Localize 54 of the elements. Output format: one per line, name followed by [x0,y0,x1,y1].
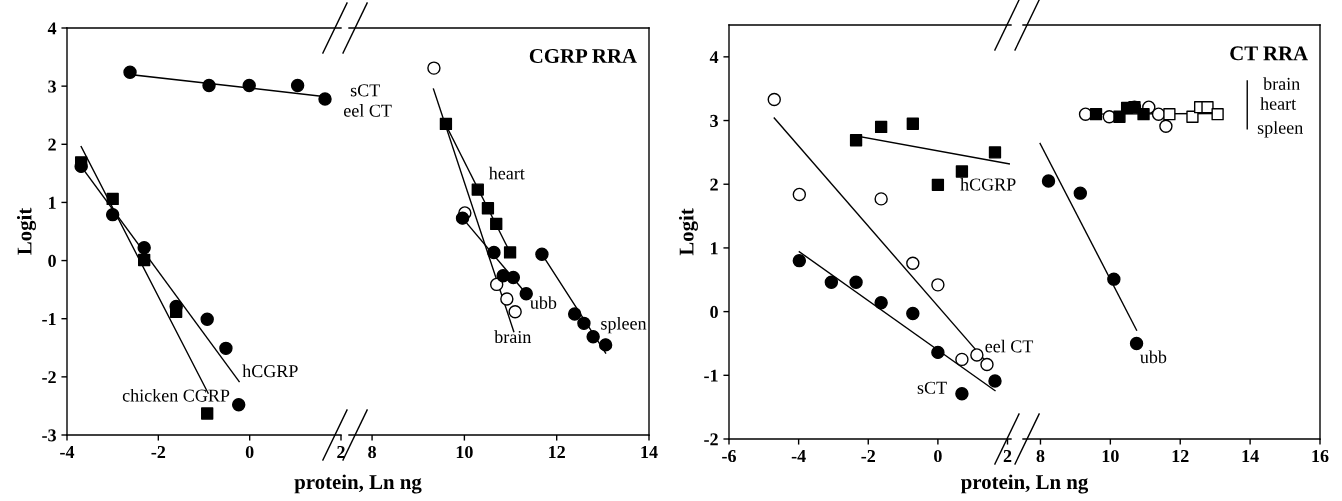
x-tick-label: 2 [337,445,345,458]
annotation: eel CT [343,104,392,117]
annotation: eel CT [985,339,1034,353]
annotation: spleen [601,316,647,334]
y-tick-label: 2 [48,138,56,151]
annotation: hCGRP [242,364,298,378]
x-tick-label: 10 [456,445,473,459]
x-axis-title: protein, Ln ng [294,474,422,494]
y-tick-label: 1 [49,196,56,209]
x-tick-label: 14 [641,446,658,458]
text: CGRP RRA [529,49,637,64]
x-tick-label: 12 [549,445,565,458]
y-tick-label: 0 [710,305,718,319]
y-tick-label: 3 [710,114,718,127]
y-tick-label: -1 [704,369,718,382]
text: CT RRA [1230,46,1308,61]
x-tick-label: 14 [1242,450,1259,462]
y-tick-label: 3 [48,80,56,93]
x-tick-label: 16 [1312,449,1329,463]
x-tick-label: -4 [791,450,806,462]
annotation: heart [1260,97,1297,110]
annotation: sCT [917,381,947,394]
x-tick-label: -2 [151,445,166,458]
x-tick-label: 0 [245,445,254,459]
annotation: hCGRP [960,177,1016,191]
y-tick-label: -2 [42,371,56,384]
y-tick-label: 4 [47,22,57,35]
x-tick-label: 12 [1172,449,1189,462]
annotation: sCT [350,84,380,97]
y-tick-label: 4 [709,51,719,64]
annotation: ubb [1140,350,1167,364]
y-axis-title: Logit [16,207,36,255]
x-tick-label: 2 [1003,449,1012,462]
annotation: ubb [530,296,557,309]
x-tick-label: 0 [934,449,942,463]
y-axis-title: Logit [678,208,698,256]
annotation: chicken CGRP [122,388,230,402]
y-tick-label: 2 [710,178,718,191]
x-tick-label: -2 [861,449,875,462]
annotation: spleen [1257,121,1303,138]
x-tick-label: -4 [60,446,75,458]
annotation: brain [494,330,532,344]
x-axis-title: protein, Ln ng [960,474,1089,494]
x-tick-label: -6 [722,449,736,463]
x-tick-label: 10 [1102,449,1119,463]
y-tick-label: -1 [42,313,56,325]
y-tick-label: 1 [711,242,718,255]
y-tick-label: -2 [704,433,718,446]
annotation: brain [1263,77,1300,90]
x-tick-label: 8 [1036,449,1045,463]
y-tick-label: 0 [48,254,56,268]
x-tick-label: 8 [368,445,376,459]
annotation: heart [488,166,525,180]
y-tick-label: -3 [42,429,56,442]
